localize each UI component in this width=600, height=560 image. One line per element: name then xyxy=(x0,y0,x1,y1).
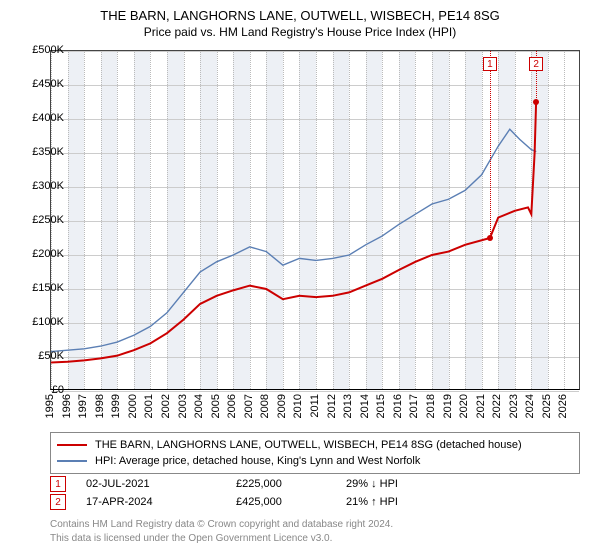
x-tick-label: 2002 xyxy=(160,394,172,418)
sale-date: 17-APR-2024 xyxy=(86,496,236,508)
x-tick-label: 2025 xyxy=(541,394,553,418)
x-tick-label: 2011 xyxy=(309,394,321,418)
y-tick-label: £0 xyxy=(52,384,64,396)
legend-row: THE BARN, LANGHORNS LANE, OUTWELL, WISBE… xyxy=(57,437,573,453)
footer-line: This data is licensed under the Open Gov… xyxy=(50,532,580,546)
x-tick-label: 2007 xyxy=(243,394,255,418)
y-tick-label: £400K xyxy=(32,112,64,124)
sale-date: 02-JUL-2021 xyxy=(86,478,236,490)
x-tick-label: 2008 xyxy=(259,394,271,418)
x-tick-label: 2013 xyxy=(342,394,354,418)
legend-swatch xyxy=(57,460,87,462)
chart-area: 12 xyxy=(50,50,580,390)
sale-flag: 2 xyxy=(50,494,66,510)
sale-row: 1 02-JUL-2021£225,00029% ↓ HPI xyxy=(50,475,580,493)
series-line xyxy=(51,102,536,362)
x-tick-label: 2001 xyxy=(143,394,155,418)
sale-flag: 1 xyxy=(50,476,66,492)
y-tick-label: £350K xyxy=(32,146,64,158)
x-tick-label: 2005 xyxy=(210,394,222,418)
x-tick-label: 2021 xyxy=(475,394,487,418)
sale-marker-flag: 2 xyxy=(529,57,543,71)
sale-price: £425,000 xyxy=(236,496,346,508)
legend-label: HPI: Average price, detached house, King… xyxy=(95,455,420,467)
y-tick-label: £200K xyxy=(32,248,64,260)
sale-delta: 29% ↓ HPI xyxy=(346,478,486,490)
series-line xyxy=(51,129,536,351)
x-tick-label: 2014 xyxy=(359,394,371,418)
chart-title: THE BARN, LANGHORNS LANE, OUTWELL, WISBE… xyxy=(0,8,600,23)
x-tick-label: 2022 xyxy=(491,394,503,418)
x-tick-label: 2004 xyxy=(193,394,205,418)
x-tick-label: 2023 xyxy=(508,394,520,418)
y-tick-label: £150K xyxy=(32,282,64,294)
x-tick-label: 1999 xyxy=(110,394,122,418)
x-tick-label: 1996 xyxy=(61,394,73,418)
legend-label: THE BARN, LANGHORNS LANE, OUTWELL, WISBE… xyxy=(95,439,522,451)
x-tick-label: 2016 xyxy=(392,394,404,418)
plot-region: 12 xyxy=(50,50,580,390)
sale-marker-dot xyxy=(487,235,493,241)
y-tick-label: £50K xyxy=(38,350,64,362)
x-tick-label: 1995 xyxy=(44,394,56,418)
y-tick-label: £250K xyxy=(32,214,64,226)
x-tick-label: 2000 xyxy=(127,394,139,418)
sale-delta: 21% ↑ HPI xyxy=(346,496,486,508)
x-tick-label: 2006 xyxy=(226,394,238,418)
x-tick-label: 2017 xyxy=(408,394,420,418)
x-tick-label: 1998 xyxy=(94,394,106,418)
x-tick-label: 2024 xyxy=(524,394,536,418)
footer: Contains HM Land Registry data © Crown c… xyxy=(50,518,580,545)
y-tick-label: £500K xyxy=(32,44,64,56)
sale-price: £225,000 xyxy=(236,478,346,490)
plot-svg xyxy=(51,51,581,391)
x-tick-label: 2026 xyxy=(557,394,569,418)
y-tick-label: £450K xyxy=(32,78,64,90)
x-tick-label: 2003 xyxy=(177,394,189,418)
x-tick-label: 2019 xyxy=(442,394,454,418)
legend-swatch xyxy=(57,444,87,446)
y-tick-label: £100K xyxy=(32,316,64,328)
x-tick-label: 2010 xyxy=(292,394,304,418)
footer-line: Contains HM Land Registry data © Crown c… xyxy=(50,518,580,532)
x-tick-label: 2018 xyxy=(425,394,437,418)
legend: THE BARN, LANGHORNS LANE, OUTWELL, WISBE… xyxy=(50,432,580,474)
sale-marker-line xyxy=(490,51,491,238)
sales-rows: 1 02-JUL-2021£225,00029% ↓ HPI 2 17-APR-202… xyxy=(50,475,580,511)
y-tick-label: £300K xyxy=(32,180,64,192)
sale-row: 2 17-APR-2024£425,00021% ↑ HPI xyxy=(50,493,580,511)
chart-subtitle: Price paid vs. HM Land Registry's House … xyxy=(0,23,600,39)
x-tick-label: 2012 xyxy=(326,394,338,418)
x-tick-label: 2015 xyxy=(375,394,387,418)
x-tick-label: 1997 xyxy=(77,394,89,418)
legend-row: HPI: Average price, detached house, King… xyxy=(57,453,573,469)
sale-marker-flag: 1 xyxy=(483,57,497,71)
x-tick-label: 2020 xyxy=(458,394,470,418)
sale-marker-dot xyxy=(533,99,539,105)
gridline-h xyxy=(51,391,579,392)
x-tick-label: 2009 xyxy=(276,394,288,418)
